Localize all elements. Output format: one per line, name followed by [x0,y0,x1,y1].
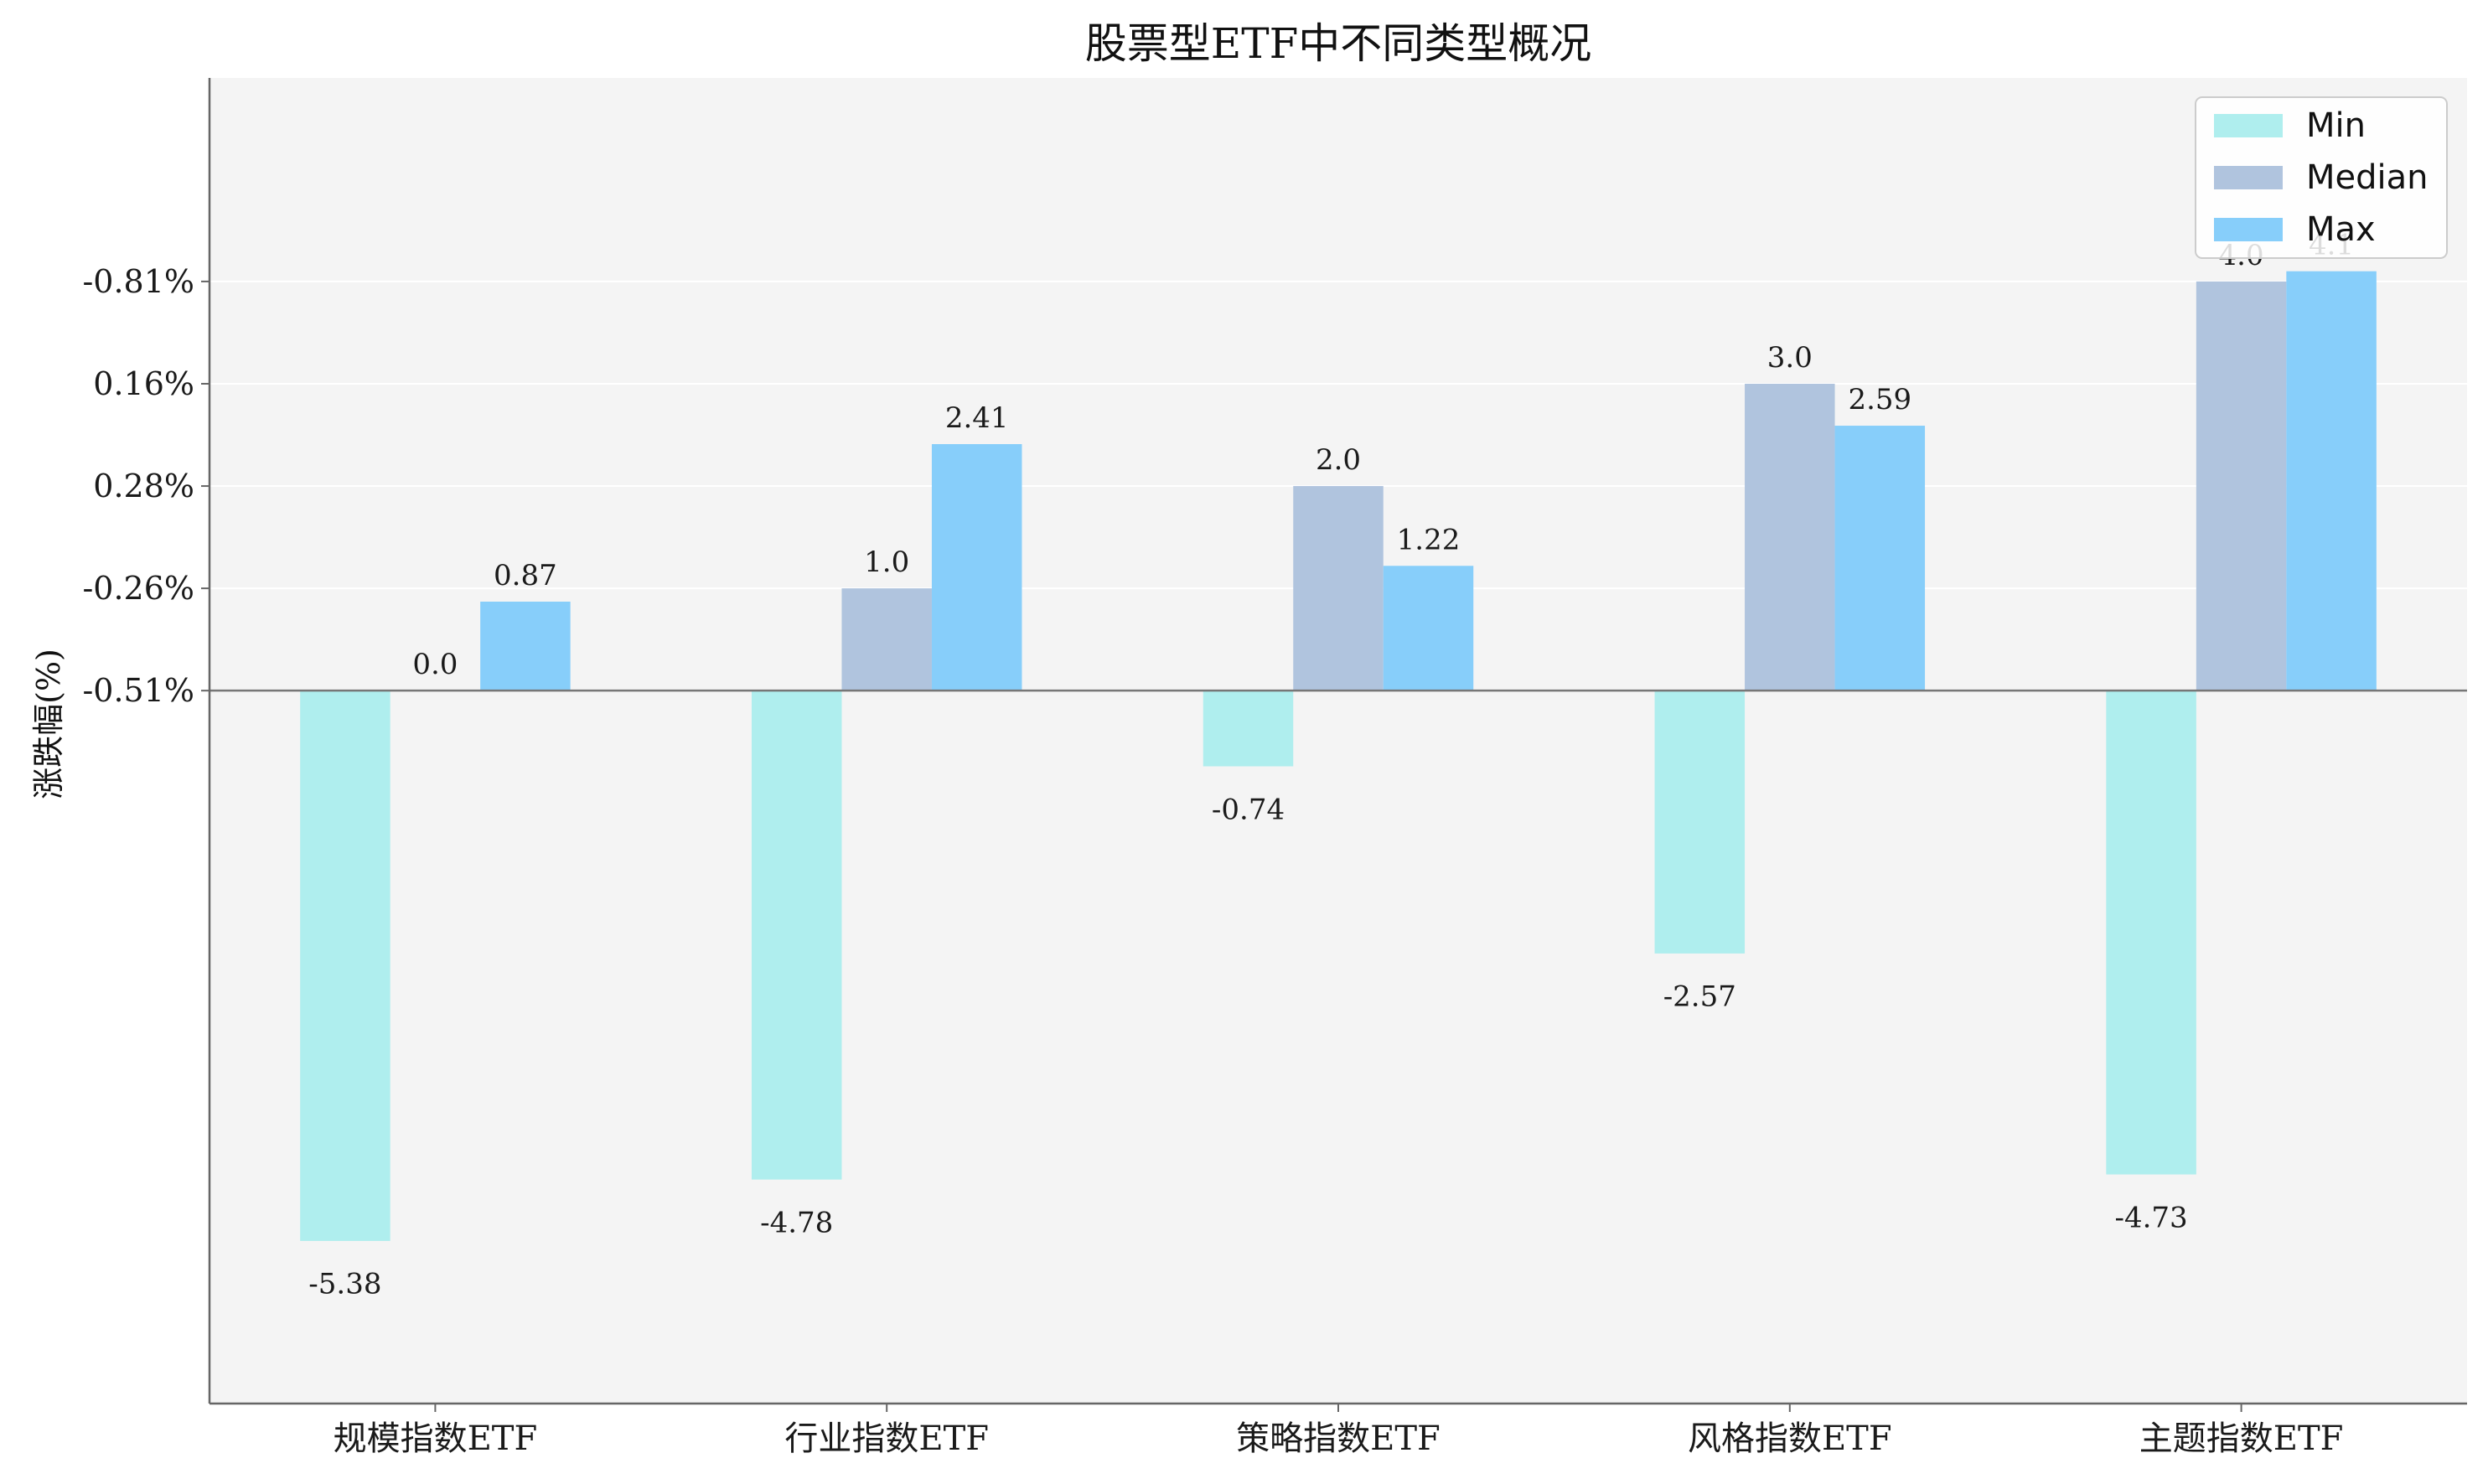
bar-median-5 [2196,281,2287,691]
x-tick-label: 行业指数ETF [784,1419,989,1458]
bar-min-4 [1654,690,1746,954]
bars [300,271,2377,1241]
x-tick-label: 策略指数ETF [1236,1419,1441,1458]
y-tick-label: 0.16% [93,365,194,402]
data-label: -2.57 [1663,980,1736,1014]
data-label: 3.0 [1767,341,1813,375]
chart-title: 股票型ETF中不同类型概况 [1085,19,1592,68]
axes: -0.51% -0.26% 0.28% 0.16% -0.81% 规模指数ETF 行业指数E… [82,78,2467,1458]
data-label: 1.0 [864,546,909,579]
data-label: -4.78 [760,1206,833,1239]
y-tick-label: -0.26% [82,570,194,607]
x-tick-label: 规模指数ETF [334,1419,538,1458]
y-tick-label: -0.81% [82,263,194,300]
x-tick-label: 主题指数ETF [2139,1419,2344,1458]
legend: Min Median Max [2195,96,2448,259]
data-label: -4.73 [2114,1201,2187,1234]
data-label: -5.38 [308,1268,381,1301]
y-axis-label: 涨跌幅(%) [30,649,67,799]
bar-median-2 [841,588,932,691]
data-label: 1.22 [1397,523,1461,556]
legend-label: Median [2306,158,2429,197]
bar-max-3 [1383,566,1474,691]
bar-min-2 [751,690,842,1180]
bar-max-2 [931,444,1022,691]
bar-max-1 [480,601,571,691]
legend-label: Min [2306,106,2366,145]
data-label: 2.41 [945,401,1009,435]
legend-swatch-min [2214,114,2283,137]
legend-label: Max [2306,210,2376,249]
bar-median-3 [1293,486,1384,691]
data-label: -0.74 [1212,793,1285,826]
legend-swatch-median [2214,166,2283,189]
plot-area [209,78,2467,1404]
y-tick-label: 0.28% [93,468,194,504]
data-label: 2.0 [1316,443,1361,477]
bar-min-1 [300,690,391,1241]
bar-max-4 [1834,426,1926,691]
bar-min-5 [2106,690,2196,1175]
bar-max-5 [2286,271,2377,691]
data-label: 2.59 [1848,383,1911,416]
legend-swatch-max [2214,218,2283,241]
x-tick-label: 风格指数ETF [1688,1419,1892,1458]
bar-min-3 [1203,690,1294,767]
bar-median-4 [1745,383,1835,691]
y-tick-label: -0.51% [82,672,194,709]
data-label: 0.0 [412,648,458,681]
data-label: 0.87 [494,559,557,592]
